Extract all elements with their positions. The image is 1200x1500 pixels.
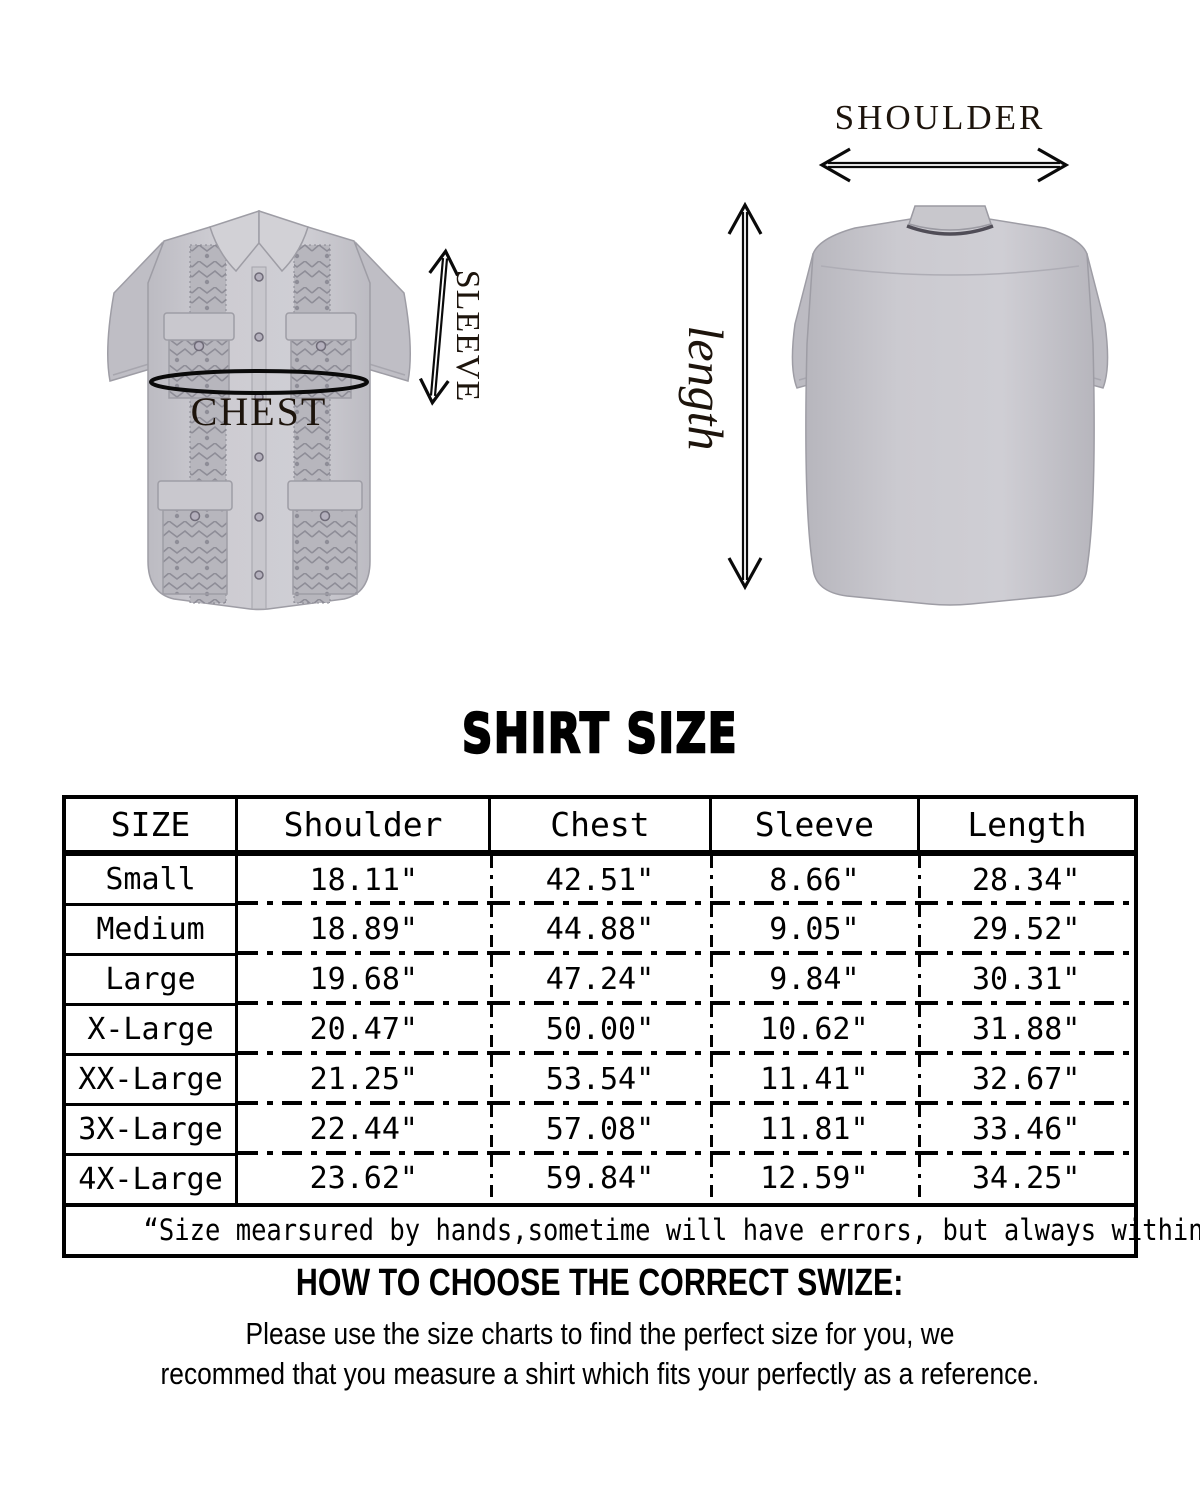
how-to-choose-heading: HOW TO CHOOSE THE CORRECT SWIZE:: [296, 1262, 904, 1304]
page-title-text: SHIRT SIZE: [461, 701, 739, 767]
cell-size: X-Large: [64, 1004, 239, 1056]
cell-size: Medium: [64, 904, 239, 956]
table-row: Medium 18.89" 44.88" 9.05" 29.52": [64, 904, 1136, 956]
chest-label: CHEST: [191, 389, 328, 434]
cell-chest: 57.08": [489, 1104, 711, 1155]
cell-sleeve: 11.41": [710, 1054, 919, 1105]
length-arrow-icon: [727, 201, 763, 591]
cell-length: 29.52": [918, 904, 1136, 955]
cell-chest: 42.51": [489, 853, 711, 905]
cell-size: 4X-Large: [64, 1154, 239, 1207]
front-shirt-graphic: CHEST: [107, 209, 411, 611]
cell-length: 34.25": [918, 1154, 1136, 1205]
cell-length: 31.88": [918, 1004, 1136, 1055]
table-row: XX-Large 21.25" 53.54" 11.41" 32.67": [64, 1054, 1136, 1106]
table-row: X-Large 20.47" 50.00" 10.62" 31.88": [64, 1004, 1136, 1056]
table-header-row: SIZE Shoulder Chest Sleeve Length: [64, 797, 1136, 856]
cell-shoulder: 22.44": [236, 1104, 490, 1155]
cell-chest: 59.84": [489, 1154, 711, 1205]
cell-shoulder: 23.62": [309, 1161, 418, 1197]
table-row: Large 19.68" 47.24" 9.84" 30.31": [64, 954, 1136, 1006]
cell-sleeve: 12.59": [710, 1154, 919, 1205]
cell-length: 33.46": [918, 1104, 1136, 1155]
how-to-choose-line2: recommed that you measure a shirt which …: [160, 1356, 1040, 1391]
col-header-length: Length: [916, 797, 1136, 856]
page-title: SHIRT SIZE: [0, 701, 1200, 767]
length-label: length: [678, 325, 734, 451]
cell-chest: 53.54": [489, 1054, 711, 1105]
cell-sleeve: 9.05": [710, 904, 919, 955]
size-note: “Size mearsured by hands,sometime will h…: [64, 1203, 1200, 1256]
cell-chest: 50.00": [489, 1004, 711, 1055]
col-header-sleeve: Sleeve: [708, 797, 919, 856]
cell-size: 3X-Large: [64, 1104, 239, 1156]
col-header-size: SIZE: [64, 797, 237, 856]
cell-shoulder: 18.89": [236, 904, 490, 955]
cell-sleeve: 10.62": [710, 1004, 919, 1055]
cell-length: 32.67": [918, 1054, 1136, 1105]
cell-shoulder: 18.11": [236, 853, 490, 905]
cell-chest: 44.88": [489, 904, 711, 955]
shoulder-arrow-icon: [818, 147, 1070, 183]
cell-length: 30.31": [918, 954, 1136, 1005]
size-note-text: “Size mearsured by hands,sometime will h…: [143, 1213, 1200, 1247]
cell-size: XX-Large: [64, 1054, 239, 1106]
cell-sleeve: 9.84": [710, 954, 919, 1005]
cell-size: Small: [64, 853, 239, 906]
back-shirt-graphic: [791, 205, 1109, 606]
cell-shoulder: 19.68": [236, 954, 490, 1005]
sleeve-arrow-icon: [418, 248, 460, 406]
measurement-diagram: CHEST SLEEVE SHOULDER length: [0, 0, 1200, 660]
table-note-row: “Size mearsured by hands,sometime will h…: [64, 1203, 1200, 1256]
shoulder-label: SHOULDER: [834, 98, 1046, 137]
placket-buttons: [254, 272, 264, 580]
how-to-choose-line1: Please use the size charts to find the p…: [245, 1316, 955, 1351]
cell-size: Large: [64, 954, 239, 1006]
sleeve-label: SLEEVE: [449, 269, 486, 403]
col-header-chest: Chest: [488, 797, 711, 856]
cell-length: 28.34": [918, 853, 1136, 905]
col-header-shoulder: Shoulder: [235, 797, 490, 856]
cell-shoulder: 20.47": [236, 1004, 490, 1055]
cell-chest: 47.24": [489, 954, 711, 1005]
cell-sleeve: 11.81": [710, 1104, 919, 1155]
cell-sleeve: 8.66": [710, 853, 919, 905]
table-row: Small 18.11" 42.51" 8.66" 28.34": [64, 853, 1136, 906]
size-table: SIZE Shoulder Chest Sleeve Length Small …: [62, 795, 1200, 1258]
table-row: 4X-Large 23.62" 59.84" 12.59" 34.25": [64, 1154, 1136, 1207]
chest-ellipse: [149, 369, 369, 395]
cell-shoulder: 21.25": [236, 1054, 490, 1105]
table-row: 3X-Large 22.44" 57.08" 11.81" 33.46": [64, 1104, 1136, 1156]
